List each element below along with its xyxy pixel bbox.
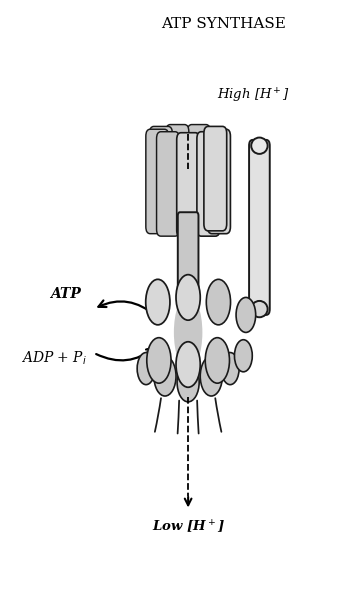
Ellipse shape	[236, 297, 256, 332]
Ellipse shape	[206, 279, 231, 325]
Text: ATP SYNTHASE: ATP SYNTHASE	[161, 17, 286, 31]
FancyBboxPatch shape	[166, 124, 189, 229]
FancyBboxPatch shape	[249, 140, 270, 315]
Text: Low [H$^+$]: Low [H$^+$]	[152, 519, 224, 536]
Text: ADP + P$_i$: ADP + P$_i$	[21, 350, 87, 368]
FancyBboxPatch shape	[178, 212, 198, 298]
Ellipse shape	[147, 337, 171, 383]
Ellipse shape	[176, 342, 200, 388]
FancyBboxPatch shape	[204, 127, 227, 231]
Ellipse shape	[146, 279, 170, 325]
Ellipse shape	[137, 353, 155, 385]
FancyBboxPatch shape	[146, 129, 169, 234]
Ellipse shape	[205, 337, 230, 383]
Ellipse shape	[176, 274, 200, 320]
Ellipse shape	[200, 356, 222, 396]
Ellipse shape	[221, 353, 239, 385]
Ellipse shape	[235, 340, 252, 372]
Text: ATP: ATP	[50, 287, 81, 302]
FancyBboxPatch shape	[208, 129, 231, 234]
Ellipse shape	[177, 362, 199, 402]
FancyBboxPatch shape	[188, 124, 210, 229]
Ellipse shape	[174, 294, 202, 370]
FancyBboxPatch shape	[197, 132, 220, 236]
FancyBboxPatch shape	[156, 132, 180, 236]
FancyBboxPatch shape	[177, 133, 199, 237]
Text: High [H$^+$]: High [H$^+$]	[216, 87, 290, 105]
FancyBboxPatch shape	[150, 127, 172, 231]
Ellipse shape	[154, 356, 176, 396]
Ellipse shape	[251, 138, 268, 154]
Ellipse shape	[251, 301, 268, 317]
